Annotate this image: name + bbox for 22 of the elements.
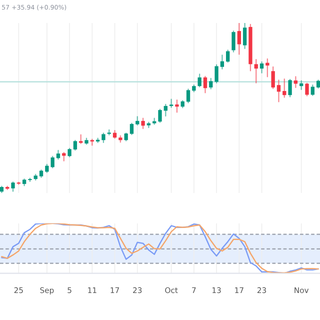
candlestick (316, 80, 320, 89)
candlestick (68, 148, 72, 158)
candlestick (152, 118, 156, 125)
candlestick (192, 84, 196, 92)
candlestick (180, 100, 184, 108)
candlestick (16, 182, 20, 185)
candlestick (112, 130, 117, 139)
candlestick (118, 135, 122, 143)
candlestick (84, 138, 88, 145)
candlestick (136, 116, 140, 126)
candlestick (22, 178, 26, 186)
candlestick (169, 98, 174, 108)
candlestick (34, 174, 38, 181)
candlestick (90, 138, 94, 146)
candlestick (62, 152, 66, 162)
candlestick (124, 132, 128, 142)
candlestick (107, 129, 111, 136)
candlestick (56, 150, 60, 160)
candlestick (0, 186, 4, 193)
candlestick (79, 134, 83, 144)
candlestick (146, 122, 151, 128)
candlestick (39, 169, 44, 178)
